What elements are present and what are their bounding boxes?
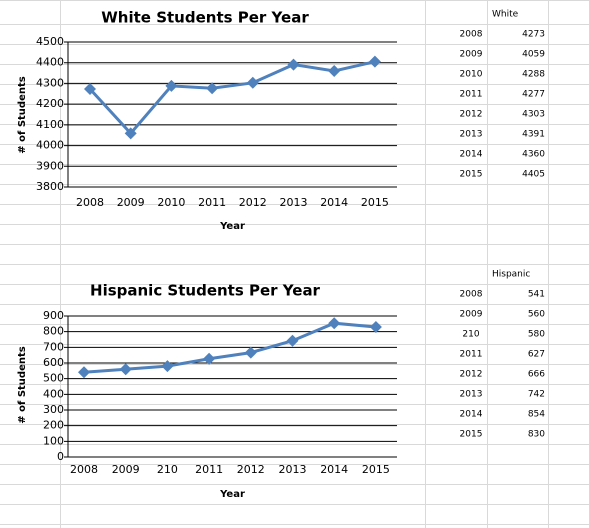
table-value: 627 (528, 350, 545, 360)
y-tick-label: 4000 (36, 139, 64, 152)
table-value: 4360 (522, 150, 545, 160)
x-tick-label: 2011 (195, 463, 223, 476)
table-year: 210 (462, 330, 479, 340)
chart-title: White Students Per Year (101, 9, 309, 27)
table-value: 4303 (522, 110, 545, 120)
table-year: 2008 (460, 30, 483, 40)
y-tick-label: 3800 (36, 180, 64, 193)
table-year: 2010 (460, 70, 483, 80)
y-tick-label: 4500 (36, 35, 64, 48)
y-tick-label: 4400 (36, 56, 64, 69)
table-value: 4288 (522, 70, 545, 80)
table-value: 830 (528, 430, 545, 440)
data-marker (119, 363, 132, 376)
data-marker (328, 317, 341, 330)
data-marker (206, 82, 219, 95)
table-year: 2013 (460, 390, 483, 400)
table-year: 2012 (460, 110, 483, 120)
table-year: 2011 (460, 350, 483, 360)
table-year: 2015 (460, 170, 483, 180)
x-tick-label: 2013 (279, 463, 307, 476)
data-marker (78, 366, 90, 379)
x-tick-label: 2012 (237, 463, 265, 476)
table-value: 4277 (522, 90, 545, 100)
table-year: 2014 (460, 410, 483, 420)
y-tick-label: 4100 (36, 118, 64, 131)
table-value: 541 (528, 290, 545, 300)
y-tick-label: 100 (43, 434, 64, 447)
x-tick-label: 2008 (76, 196, 104, 209)
table-header: Hispanic (492, 270, 530, 280)
y-axis-title: # of Students (17, 76, 28, 154)
table-value: 742 (528, 390, 545, 400)
table-year: 2009 (460, 50, 483, 60)
table-value: 854 (528, 410, 545, 420)
y-tick-label: 500 (43, 372, 64, 385)
y-tick-label: 800 (43, 325, 64, 338)
x-tick-label: 2009 (112, 463, 140, 476)
x-tick-label: 2013 (280, 196, 308, 209)
y-tick-label: 200 (43, 419, 64, 432)
table-year: 2011 (460, 90, 483, 100)
y-tick-label: 4200 (36, 97, 64, 110)
x-tick-label: 2014 (320, 196, 348, 209)
data-marker (246, 76, 259, 89)
y-tick-label: 4300 (36, 76, 64, 89)
x-tick-label: 2014 (320, 463, 348, 476)
x-tick-label: 2012 (239, 196, 267, 209)
data-marker (124, 127, 137, 140)
table-value: 4405 (522, 170, 545, 180)
x-tick-label: 2008 (70, 463, 98, 476)
x-axis-title: Year (219, 489, 245, 500)
x-tick-label: 210 (157, 463, 178, 476)
table-value: 4391 (522, 130, 545, 140)
table-header: White (492, 10, 519, 20)
y-tick-label: 600 (43, 356, 64, 369)
table-value: 666 (528, 370, 545, 380)
y-tick-label: 900 (43, 309, 64, 322)
y-tick-label: 400 (43, 387, 64, 400)
x-axis-title: Year (219, 221, 245, 232)
data-line (83, 321, 377, 374)
data-marker (203, 352, 216, 365)
data-line (88, 60, 376, 136)
data-marker (244, 346, 257, 359)
table-value: 4059 (522, 50, 545, 60)
table-year: 2012 (460, 370, 483, 380)
y-tick-label: 700 (43, 340, 64, 353)
data-marker (287, 58, 300, 71)
x-tick-label: 2015 (362, 463, 390, 476)
x-tick-label: 2011 (198, 196, 226, 209)
table-value: 4273 (522, 30, 545, 40)
table-year: 2008 (460, 290, 483, 300)
data-marker (286, 334, 299, 347)
y-tick-label: 3900 (36, 159, 64, 172)
data-marker (161, 360, 174, 373)
y-axis-title: # of Students (17, 346, 28, 424)
data-marker (368, 55, 381, 68)
chart-title: Hispanic Students Per Year (90, 282, 321, 300)
x-tick-label: 2010 (157, 196, 185, 209)
data-marker (328, 65, 341, 77)
table-year: 2013 (460, 130, 483, 140)
data-marker (369, 320, 382, 333)
x-tick-label: 2015 (361, 196, 389, 209)
table-year: 2015 (460, 430, 483, 440)
y-tick-label: 300 (43, 403, 64, 416)
table-value: 560 (528, 310, 545, 320)
y-tick-label: 0 (57, 450, 64, 463)
x-tick-label: 2009 (117, 196, 145, 209)
table-year: 2009 (460, 310, 483, 320)
data-marker (84, 83, 96, 96)
table-value: 580 (528, 330, 545, 340)
table-year: 2014 (460, 150, 483, 160)
data-marker (165, 79, 178, 92)
